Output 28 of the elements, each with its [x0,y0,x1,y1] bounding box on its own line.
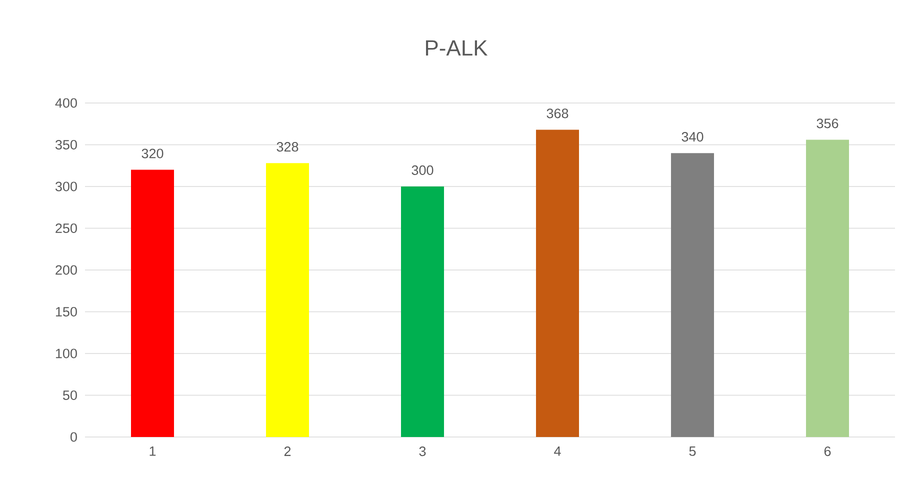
x-tick-label: 4 [554,446,561,456]
data-label: 300 [412,165,434,175]
y-tick-label: 0 [70,432,77,442]
data-label: 356 [816,118,838,128]
y-tick-label: 200 [56,265,77,275]
bar [131,170,174,437]
x-tick-label: 5 [689,446,696,456]
y-tick-label: 50 [63,390,77,400]
y-tick-label: 100 [56,348,77,358]
bar [806,140,850,437]
chart-title: P-ALK [426,40,488,56]
bar [536,130,580,437]
bar [671,153,714,437]
x-tick-label: 2 [284,446,291,456]
x-tick-label: 6 [824,446,831,456]
x-tick-label: 3 [419,446,426,456]
x-tick-label: 1 [150,446,156,456]
y-tick-label: 350 [55,140,77,150]
y-tick-label: 300 [55,182,77,192]
y-tick-label: 150 [56,306,77,317]
data-label: 368 [546,108,568,118]
data-label: 320 [142,148,164,158]
y-tick-label: 250 [56,223,77,234]
y-tick-label: 400 [55,98,77,108]
bar [401,186,444,437]
data-label: 328 [276,142,298,152]
bar [266,163,310,437]
data-label: 340 [682,132,704,142]
